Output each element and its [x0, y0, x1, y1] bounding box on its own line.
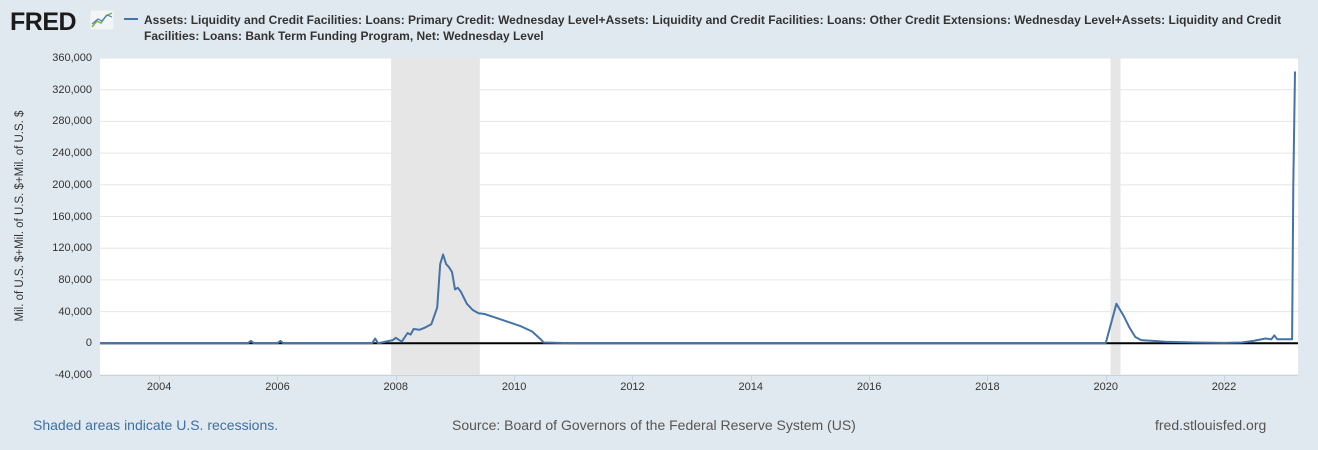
y-tick-label: 80,000	[58, 273, 92, 286]
y-tick-label: 160,000	[52, 210, 92, 223]
chart-line-icon	[90, 10, 114, 30]
site-link[interactable]: fred.stlouisfed.org	[1155, 417, 1267, 433]
x-tick-label: 2010	[501, 381, 527, 393]
y-tick-label: 200,000	[52, 178, 92, 191]
y-tick-label: 240,000	[52, 147, 92, 160]
y-tick-label: 360,000	[52, 52, 92, 64]
y-tick-label: 120,000	[52, 242, 92, 255]
x-tick-label: 2020	[1093, 381, 1118, 393]
x-tick-label: 2022	[1211, 381, 1237, 393]
x-tick-label: 2006	[265, 381, 290, 393]
y-tick-label: 40,000	[58, 305, 92, 318]
plot-area[interactable]	[100, 58, 1298, 375]
line-chart	[100, 58, 1298, 375]
y-tick-label: 280,000	[52, 115, 92, 128]
x-tick-label: 2016	[856, 381, 882, 393]
y-tick-label: 320,000	[52, 83, 92, 96]
y-axis-label: Mil. of U.S. $+Mil. of U.S. $+Mil. of U.…	[14, 110, 26, 322]
x-tick-label: 2018	[975, 381, 1000, 393]
chart-title: Assets: Liquidity and Credit Facilities:…	[144, 13, 1282, 43]
x-tick-label: 2008	[383, 381, 409, 393]
series-line[interactable]	[100, 71, 1296, 345]
x-tick-label: 2014	[738, 381, 763, 393]
legend-series-swatch	[124, 18, 138, 20]
x-tick-label: 2012	[620, 381, 645, 393]
x-tick-label: 2004	[146, 381, 172, 393]
recession-note-link[interactable]: Shaded areas indicate U.S. recessions.	[33, 417, 279, 433]
y-tick-label: -40,000	[54, 369, 92, 381]
source-text: Source: Board of Governors of the Federa…	[452, 417, 856, 433]
y-tick-label: 0	[85, 337, 92, 350]
fred-logo[interactable]: FRED	[10, 8, 77, 36]
